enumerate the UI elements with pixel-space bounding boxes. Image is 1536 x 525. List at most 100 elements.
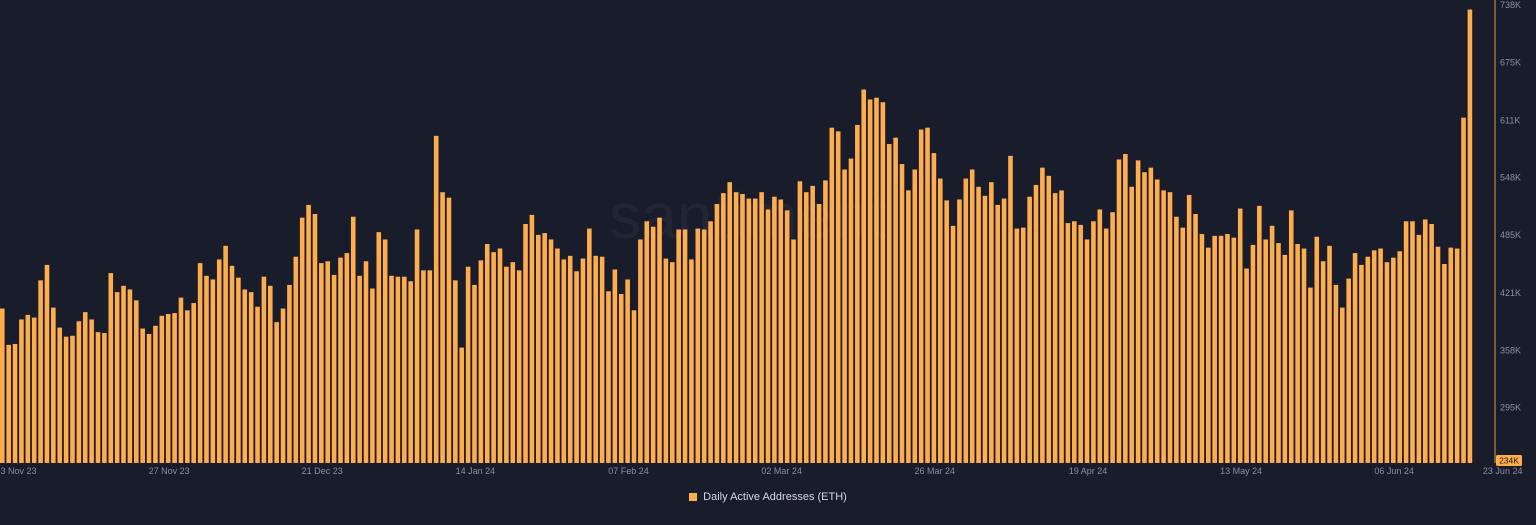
bar[interactable] — [357, 275, 362, 463]
bar[interactable] — [778, 199, 784, 463]
bar[interactable] — [1103, 228, 1109, 463]
bar[interactable] — [874, 97, 879, 463]
bar[interactable] — [1129, 186, 1135, 463]
bar[interactable] — [861, 89, 867, 463]
bar[interactable] — [752, 198, 758, 463]
bar[interactable] — [1391, 257, 1396, 463]
bar[interactable] — [880, 102, 886, 463]
bar[interactable] — [210, 279, 216, 463]
bar[interactable] — [1084, 239, 1090, 463]
bar[interactable] — [1091, 221, 1096, 463]
bar[interactable] — [1384, 262, 1390, 463]
bar[interactable] — [108, 273, 114, 463]
bar[interactable] — [708, 221, 713, 463]
bar[interactable] — [1340, 307, 1345, 463]
bar[interactable] — [644, 221, 650, 463]
bar[interactable] — [319, 263, 324, 463]
bar[interactable] — [1282, 254, 1288, 463]
bar[interactable] — [1448, 247, 1454, 463]
bar[interactable] — [344, 253, 350, 463]
bar[interactable] — [931, 153, 937, 463]
bar[interactable] — [12, 343, 18, 463]
bar[interactable] — [574, 271, 579, 463]
bar[interactable] — [1301, 248, 1307, 463]
bar[interactable] — [1180, 227, 1186, 463]
bar[interactable] — [810, 185, 815, 463]
bar[interactable] — [938, 178, 943, 463]
bar[interactable] — [1308, 287, 1313, 463]
bar[interactable] — [178, 297, 184, 463]
bar[interactable] — [676, 229, 681, 463]
bar[interactable] — [1174, 216, 1179, 463]
bar[interactable] — [1365, 256, 1371, 463]
bar[interactable] — [1269, 225, 1275, 463]
bar[interactable] — [414, 229, 420, 463]
bar[interactable] — [663, 258, 669, 463]
bar[interactable] — [255, 306, 260, 463]
bar[interactable] — [421, 270, 426, 463]
bar[interactable] — [1065, 223, 1071, 463]
bar[interactable] — [1397, 251, 1403, 463]
bar[interactable] — [1148, 167, 1154, 463]
bar[interactable] — [70, 335, 75, 463]
bar[interactable] — [606, 291, 611, 463]
bar[interactable] — [268, 285, 273, 463]
bar[interactable] — [1123, 154, 1128, 463]
bar[interactable] — [484, 244, 490, 463]
bar[interactable] — [638, 239, 643, 463]
bar[interactable] — [306, 204, 311, 464]
bar[interactable] — [625, 279, 630, 463]
bar[interactable] — [1327, 245, 1332, 463]
bar[interactable] — [478, 260, 484, 463]
bar[interactable] — [944, 200, 949, 463]
bar[interactable] — [223, 245, 228, 463]
bar[interactable] — [918, 129, 924, 464]
bar[interactable] — [433, 135, 439, 464]
bar[interactable] — [1244, 268, 1249, 463]
bar[interactable] — [1097, 209, 1103, 463]
bar[interactable] — [1052, 193, 1058, 464]
bar[interactable] — [1352, 253, 1358, 463]
bar[interactable] — [1422, 219, 1428, 463]
bar[interactable] — [1020, 227, 1026, 463]
bar[interactable] — [842, 169, 847, 464]
bar[interactable] — [1257, 205, 1262, 463]
bar[interactable] — [516, 270, 522, 463]
bar[interactable] — [631, 310, 637, 463]
bar[interactable] — [1435, 246, 1441, 463]
bar[interactable] — [1135, 160, 1141, 463]
bar[interactable] — [1199, 234, 1205, 463]
bar[interactable] — [899, 164, 905, 463]
bar[interactable] — [465, 266, 471, 463]
bar[interactable] — [1225, 234, 1230, 463]
bar[interactable] — [1072, 221, 1077, 463]
bar[interactable] — [1212, 235, 1217, 463]
bar[interactable] — [25, 314, 31, 463]
bar[interactable] — [1231, 237, 1237, 463]
bar[interactable] — [140, 328, 145, 463]
bar[interactable] — [969, 169, 975, 464]
bar[interactable] — [791, 239, 796, 463]
bar[interactable] — [855, 124, 860, 463]
bar[interactable] — [618, 293, 624, 463]
bar[interactable] — [657, 217, 662, 463]
bar[interactable] — [261, 276, 267, 463]
bar[interactable] — [995, 204, 1001, 464]
bar[interactable] — [185, 310, 190, 463]
bar[interactable] — [459, 347, 465, 463]
bar[interactable] — [829, 127, 835, 464]
bar[interactable] — [1454, 248, 1460, 463]
bar[interactable] — [1040, 167, 1045, 463]
bar[interactable] — [1027, 196, 1032, 464]
bar[interactable] — [504, 266, 509, 463]
bar[interactable] — [1161, 190, 1166, 463]
bar[interactable] — [536, 234, 541, 463]
bar[interactable] — [382, 239, 388, 463]
bar[interactable] — [721, 193, 726, 464]
bar[interactable] — [746, 198, 752, 463]
bar[interactable] — [440, 192, 445, 463]
bar[interactable] — [293, 256, 299, 463]
bar[interactable] — [402, 276, 407, 463]
bar[interactable] — [1346, 278, 1351, 463]
bar[interactable] — [248, 292, 254, 463]
